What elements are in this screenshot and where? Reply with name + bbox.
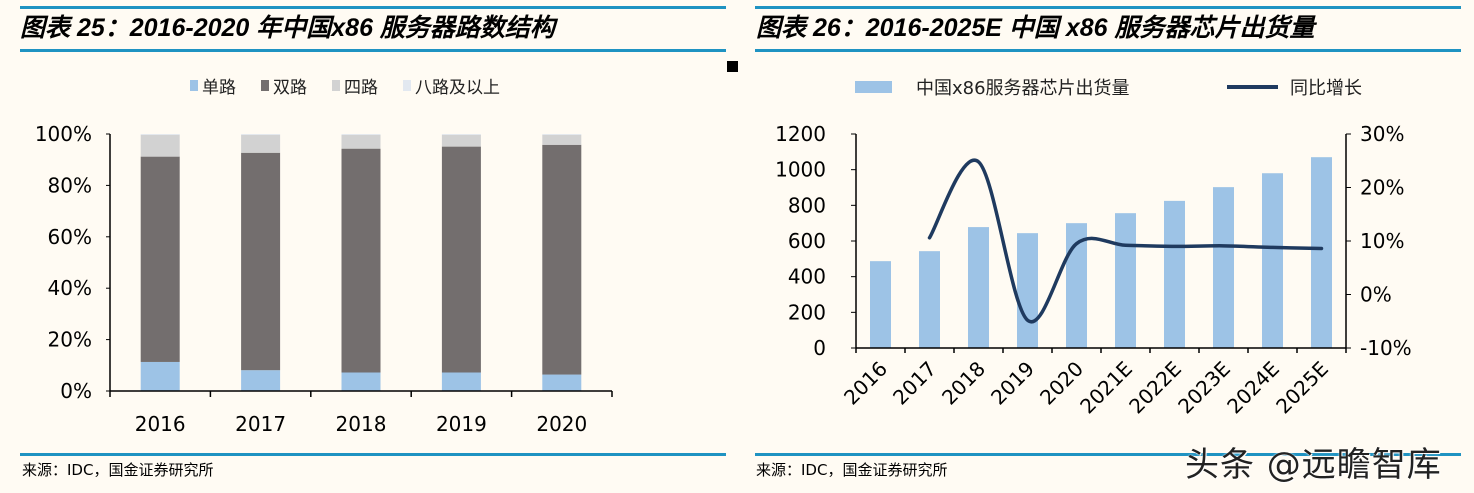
legend-label-1: 双路 [273,78,307,98]
bar-2018 [968,227,989,348]
legend-label-0: 单路 [202,78,236,98]
x-tick-label: 2018 [336,412,387,436]
bar-2017-2 [241,134,281,153]
bar-2016 [870,261,891,348]
right-chart-title: 图表 26：2016-2025E 中国 x86 服务器芯片出货量 [756,14,1315,42]
y-tick-label: 800 [788,193,826,217]
y2-tick-label: 20% [1360,176,1404,200]
x-tick-label: 2020 [536,412,587,436]
x-tick-label: 2024E [1222,357,1284,419]
bar-2020-3 [542,134,582,135]
legend-label-3: 八路及以上 [415,78,500,98]
bar-2017-1 [241,152,281,371]
legend-label-bars: 中国x86服务器芯片出货量 [916,78,1130,99]
bar-2017-3 [241,134,281,135]
bar-2016-2 [140,134,180,157]
bar-2016-1 [140,156,180,362]
right-source-rule [755,453,1461,456]
right-title-bottom-rule [755,49,1461,52]
y-tick-label: 200 [788,300,826,324]
y-tick-label: 80% [48,173,92,197]
left-title-top-rule [20,6,726,9]
bar-2021E [1115,213,1136,348]
left-source-rule [20,453,726,456]
left-chart-title: 图表 25：2016-2020 年中国x86 服务器路数结构 [20,14,555,42]
legend-swatch-1 [261,80,269,91]
x-tick-label: 2021E [1075,357,1137,419]
x-tick-label: 2023E [1173,357,1235,419]
y-tick-label: 60% [48,225,92,249]
bar-2025E [1311,157,1332,348]
bar-2016-0 [140,361,180,391]
bar-2020-2 [542,134,582,145]
right-source: 来源：IDC，国金证券研究所 [756,461,948,479]
y-tick-label: 100% [35,122,92,146]
x-tick-label: 2019 [436,412,487,436]
y2-tick-label: 10% [1360,229,1404,253]
y-tick-label: 0% [60,379,92,403]
bar-2022E [1164,200,1185,348]
bar-2020-1 [542,144,582,375]
legend-swatch-bars [855,81,892,93]
bar-2018-1 [341,148,381,373]
legend-label-2: 四路 [344,78,378,98]
x-tick-label: 2016 [135,412,186,436]
right-title-top-rule [755,6,1461,9]
bar-2018-0 [341,372,381,391]
legend-label-line: 同比增长 [1290,78,1362,99]
x-tick-label: 2016 [839,357,892,410]
bar-2023E [1213,187,1234,348]
growth-line [927,158,1324,324]
y-tick-label: 40% [48,276,92,300]
watermark: 头条 @远瞻智库 [1185,445,1442,485]
bar-2019-1 [441,146,481,373]
x-tick-label: 2017 [235,412,286,436]
y-tick-label: 0 [813,336,826,360]
y2-tick-label: 30% [1360,122,1404,146]
bar-2018-3 [341,134,381,135]
y-tick-label: 600 [788,229,826,253]
left-source: 来源：IDC，国金证券研究所 [22,461,214,479]
bar-2024E [1262,173,1283,348]
x-tick-label: 2022E [1124,357,1186,419]
bar-2017 [919,251,940,348]
y-tick-label: 20% [48,328,92,352]
bar-2020 [1066,223,1087,348]
y2-tick-label: 0% [1360,283,1392,307]
bar-2019-3 [441,134,481,135]
bar-2019 [1017,233,1038,348]
x-tick-label: 2018 [937,357,990,410]
y2-tick-label: -10% [1360,336,1412,360]
legend-swatch-2 [332,80,340,91]
y-tick-label: 1200 [775,122,826,146]
bar-2019-2 [441,134,481,147]
x-tick-label: 2017 [888,357,941,410]
legend-swatch-0 [190,80,198,91]
left-title-bottom-rule [20,49,726,52]
bar-2018-2 [341,134,381,149]
bar-2016-3 [140,134,180,135]
x-tick-label: 2025E [1271,357,1333,419]
bar-2020-0 [542,374,582,391]
y-tick-label: 1000 [775,158,826,182]
y-tick-label: 400 [788,265,826,289]
bar-2019-0 [441,372,481,391]
bar-2017-0 [241,370,281,391]
x-tick-label: 2019 [986,357,1039,410]
legend-swatch-3 [403,80,411,91]
black-square-marker [727,61,738,72]
